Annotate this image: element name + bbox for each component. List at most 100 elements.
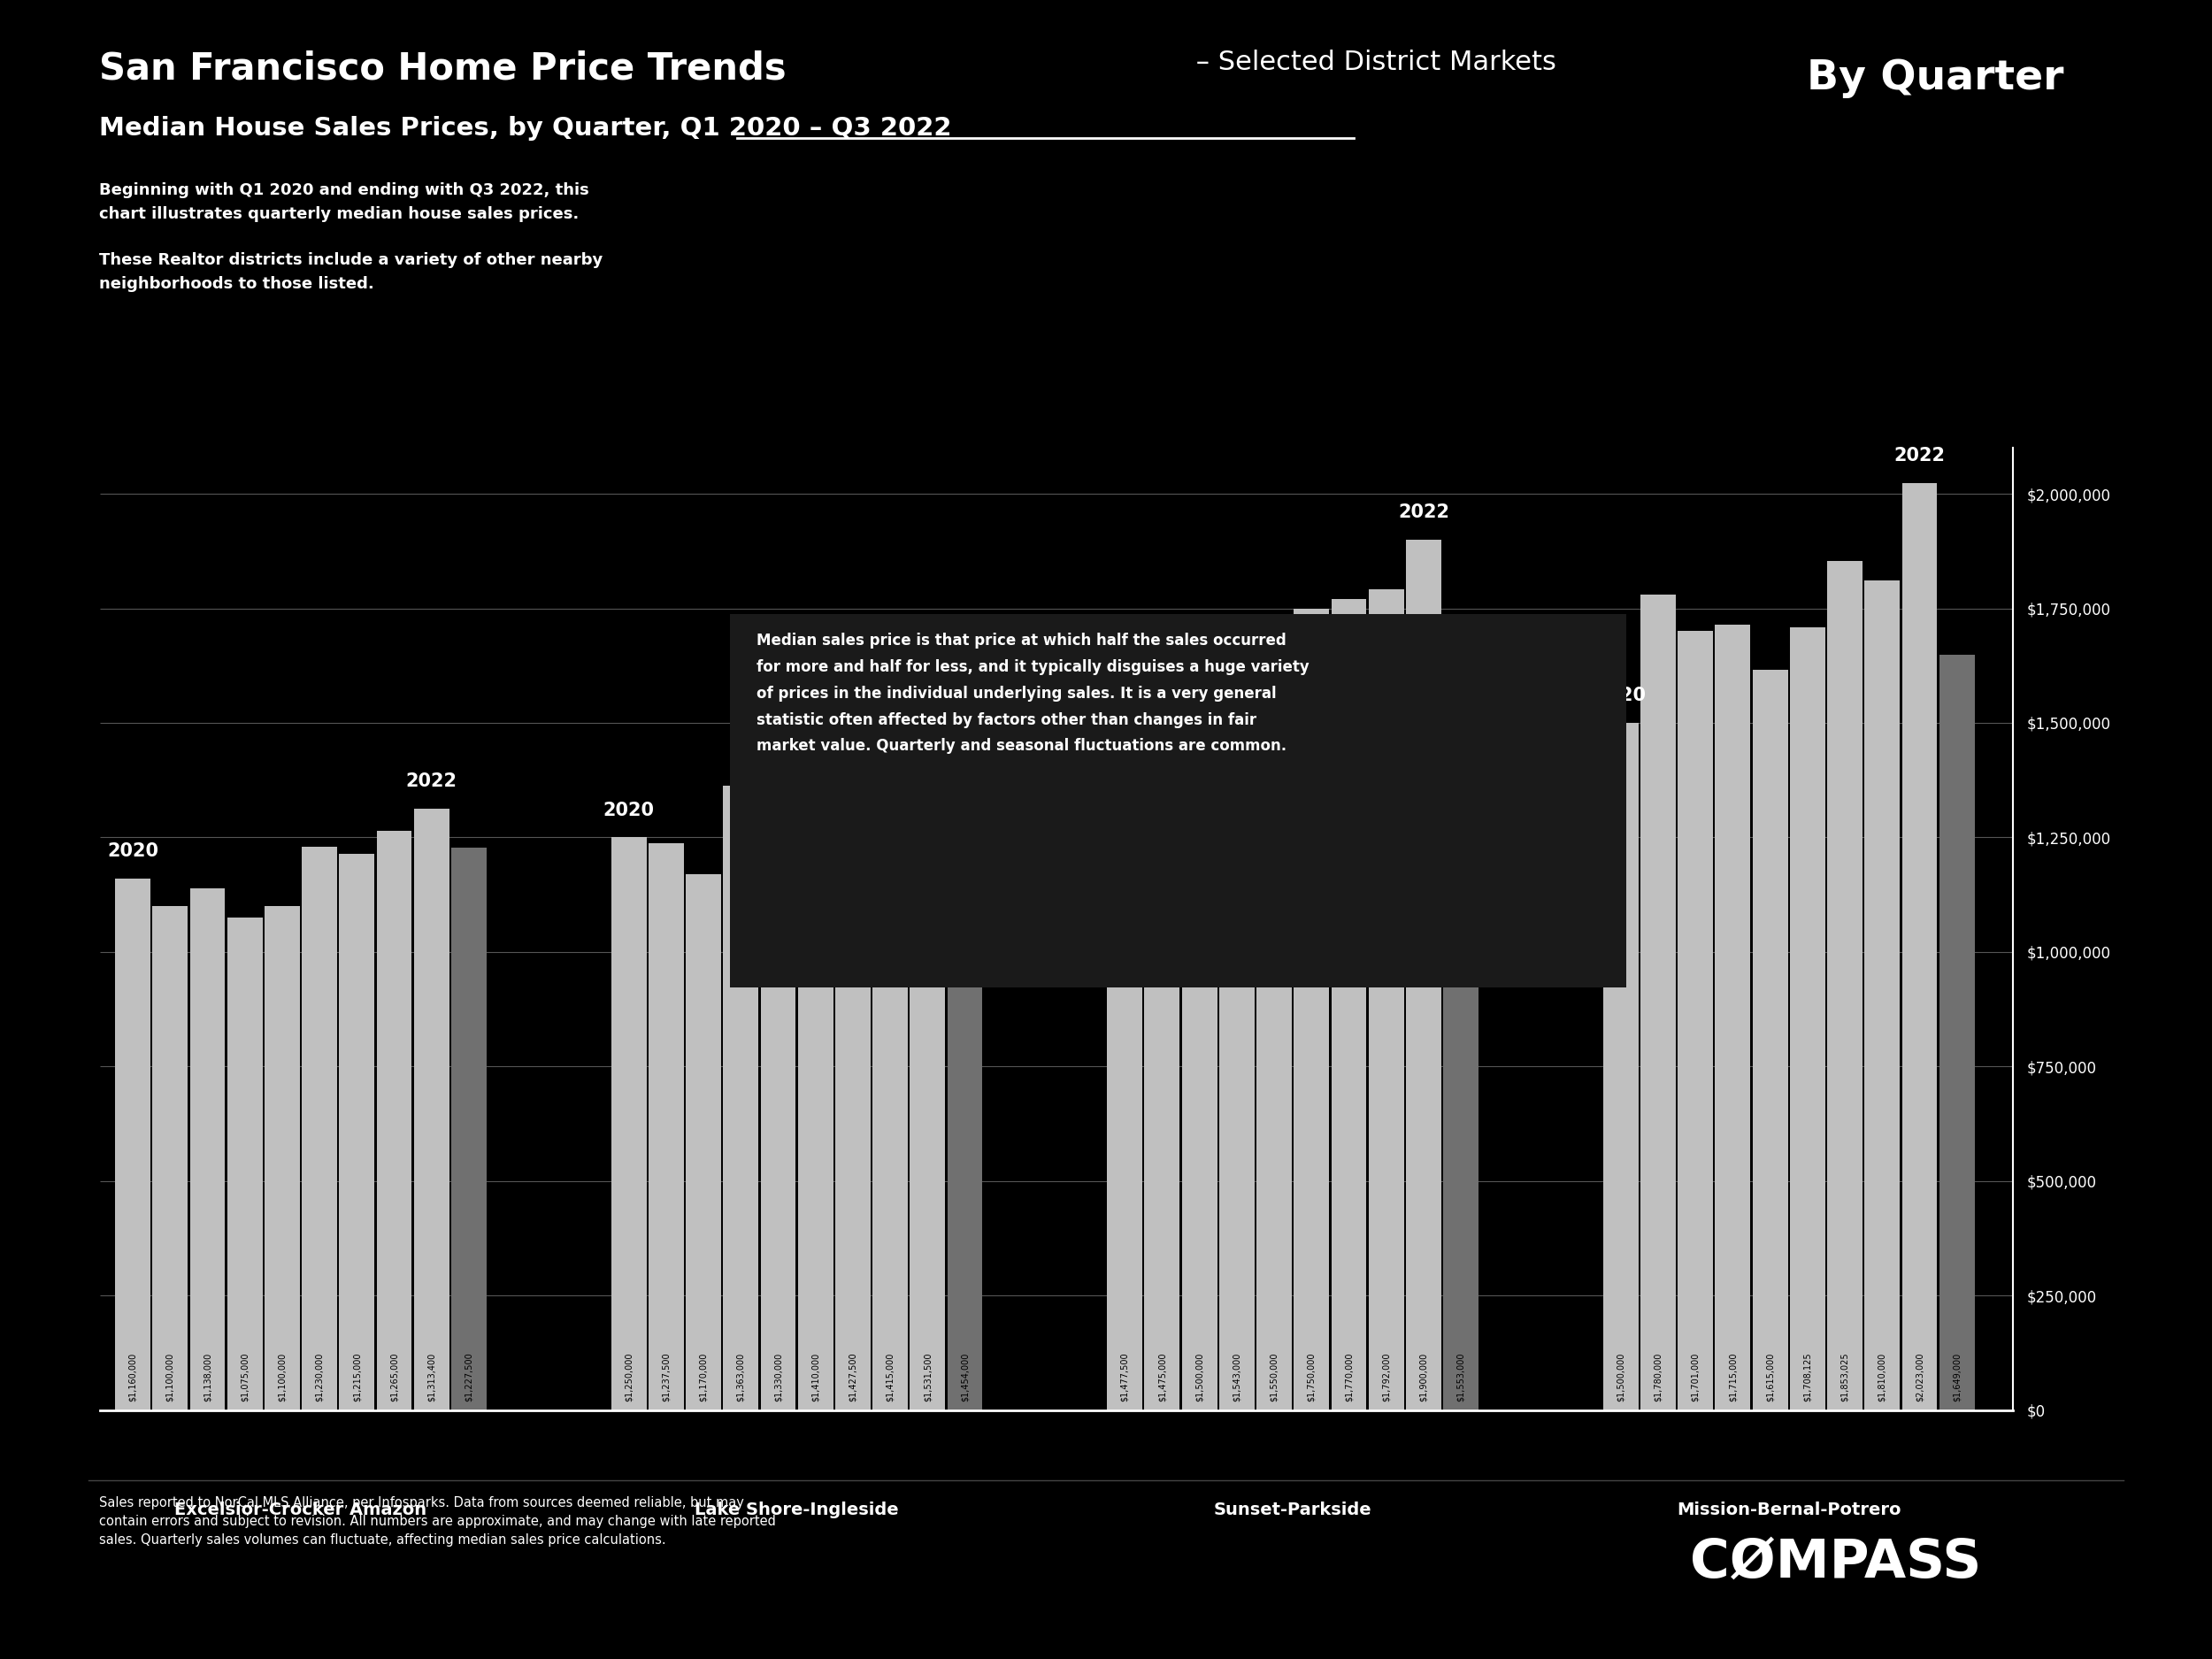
Text: By Quarter: By Quarter <box>1807 58 2064 98</box>
Bar <box>1106 733 1141 1410</box>
Bar <box>1407 539 1442 1410</box>
Text: $1,330,000: $1,330,000 <box>774 1354 783 1402</box>
Text: Excelsior-Crocker Amazon: Excelsior-Crocker Amazon <box>175 1501 427 1518</box>
Bar <box>1144 735 1179 1410</box>
Text: Median sales price is that price at which half the sales occurred
for more and h: Median sales price is that price at whic… <box>757 632 1310 755</box>
Bar <box>1827 561 1863 1410</box>
Text: $1,170,000: $1,170,000 <box>699 1352 708 1402</box>
Text: $1,427,500: $1,427,500 <box>849 1352 858 1402</box>
Bar <box>153 906 188 1410</box>
Bar <box>301 846 336 1410</box>
Text: Lake Shore-Ingleside: Lake Shore-Ingleside <box>695 1501 898 1518</box>
Text: $1,475,000: $1,475,000 <box>1157 1352 1166 1402</box>
Text: $1,215,000: $1,215,000 <box>352 1352 361 1402</box>
Bar <box>686 874 721 1410</box>
Text: $1,649,000: $1,649,000 <box>1953 1354 1962 1402</box>
Bar <box>376 831 411 1410</box>
Text: $1,553,000: $1,553,000 <box>1455 1352 1464 1402</box>
Bar <box>1790 627 1825 1410</box>
Text: $1,075,000: $1,075,000 <box>241 1352 250 1402</box>
Bar <box>414 808 449 1410</box>
Text: 2020: 2020 <box>604 801 655 820</box>
Text: Median House Sales Prices, by Quarter, Q1 2020 – Q3 2022: Median House Sales Prices, by Quarter, Q… <box>100 116 951 141</box>
Text: $1,780,000: $1,780,000 <box>1655 1352 1663 1402</box>
Bar <box>1752 670 1787 1410</box>
Text: 2022: 2022 <box>902 672 953 690</box>
Text: $1,500,000: $1,500,000 <box>1617 1352 1626 1402</box>
Text: – Selected District Markets: – Selected District Markets <box>1188 50 1557 75</box>
Text: $1,454,000: $1,454,000 <box>960 1352 969 1402</box>
Text: $1,715,000: $1,715,000 <box>1728 1352 1736 1402</box>
Bar <box>1714 624 1750 1410</box>
Bar <box>1641 594 1677 1410</box>
Text: $1,227,500: $1,227,500 <box>465 1352 473 1402</box>
Text: $1,770,000: $1,770,000 <box>1345 1352 1354 1402</box>
Bar <box>228 917 263 1410</box>
Bar <box>115 879 150 1410</box>
Text: Mission-Bernal-Potrero: Mission-Bernal-Potrero <box>1677 1501 1900 1518</box>
Text: $1,900,000: $1,900,000 <box>1420 1354 1429 1402</box>
Text: $1,363,000: $1,363,000 <box>737 1354 745 1402</box>
Bar <box>1677 630 1712 1410</box>
Bar <box>836 757 872 1410</box>
Text: $1,531,500: $1,531,500 <box>922 1352 931 1402</box>
Text: $1,410,000: $1,410,000 <box>812 1354 821 1402</box>
Bar <box>1181 723 1217 1410</box>
Text: $1,160,000: $1,160,000 <box>128 1354 137 1402</box>
Text: $1,100,000: $1,100,000 <box>279 1354 288 1402</box>
Bar <box>1940 655 1975 1410</box>
Text: $2,023,000: $2,023,000 <box>1916 1352 1924 1402</box>
Text: CØMPASS: CØMPASS <box>1690 1536 1982 1589</box>
Bar <box>1332 599 1367 1410</box>
Text: $1,708,125: $1,708,125 <box>1803 1352 1812 1402</box>
Bar <box>947 743 982 1410</box>
Text: $1,750,000: $1,750,000 <box>1307 1352 1316 1402</box>
Bar <box>723 786 759 1410</box>
Bar <box>761 801 796 1410</box>
Text: $1,543,000: $1,543,000 <box>1232 1352 1241 1402</box>
Text: 2020: 2020 <box>1595 687 1646 705</box>
Bar <box>338 853 374 1410</box>
Text: 2020: 2020 <box>106 843 159 861</box>
Text: 2020: 2020 <box>1137 698 1188 717</box>
Bar <box>1902 483 1938 1410</box>
Text: $1,265,000: $1,265,000 <box>389 1352 398 1402</box>
Bar <box>1219 703 1254 1410</box>
Text: $1,550,000: $1,550,000 <box>1270 1352 1279 1402</box>
Text: $1,701,000: $1,701,000 <box>1690 1352 1699 1402</box>
Bar <box>265 906 301 1410</box>
Text: $1,237,500: $1,237,500 <box>661 1352 670 1402</box>
Text: 2022: 2022 <box>407 773 458 790</box>
Text: $1,250,000: $1,250,000 <box>624 1352 633 1402</box>
Bar <box>1604 723 1639 1410</box>
Text: San Francisco Home Price Trends: San Francisco Home Price Trends <box>100 50 787 86</box>
Bar <box>909 708 945 1410</box>
Text: 2022: 2022 <box>1893 448 1944 465</box>
Bar <box>872 761 907 1410</box>
Text: $1,477,500: $1,477,500 <box>1119 1352 1128 1402</box>
Text: $1,100,000: $1,100,000 <box>166 1354 175 1402</box>
Bar <box>1369 589 1405 1410</box>
Bar <box>190 889 226 1410</box>
Text: $1,415,000: $1,415,000 <box>885 1352 894 1402</box>
Text: $1,500,000: $1,500,000 <box>1194 1352 1203 1402</box>
Bar <box>611 838 646 1410</box>
Text: Beginning with Q1 2020 and ending with Q3 2022, this
chart illustrates quarterly: Beginning with Q1 2020 and ending with Q… <box>100 182 604 292</box>
Bar <box>1442 698 1478 1410</box>
Bar <box>648 843 684 1410</box>
Text: Sales reported to NorCal MLS Alliance, per Infosparks. Data from sources deemed : Sales reported to NorCal MLS Alliance, p… <box>100 1496 776 1546</box>
Text: $1,810,000: $1,810,000 <box>1878 1354 1887 1402</box>
Bar <box>1865 581 1900 1410</box>
Text: $1,853,025: $1,853,025 <box>1840 1352 1849 1402</box>
Bar <box>1256 700 1292 1410</box>
Text: $1,792,000: $1,792,000 <box>1382 1352 1391 1402</box>
Text: $1,313,400: $1,313,400 <box>427 1354 436 1402</box>
Bar <box>1294 609 1329 1410</box>
Text: Sunset-Parkside: Sunset-Parkside <box>1214 1501 1371 1518</box>
Bar <box>451 848 487 1410</box>
Text: $1,615,000: $1,615,000 <box>1765 1352 1774 1402</box>
Text: $1,138,000: $1,138,000 <box>204 1354 212 1402</box>
Bar <box>799 765 834 1410</box>
Text: $1,230,000: $1,230,000 <box>314 1352 323 1402</box>
Text: 2022: 2022 <box>1398 504 1449 521</box>
